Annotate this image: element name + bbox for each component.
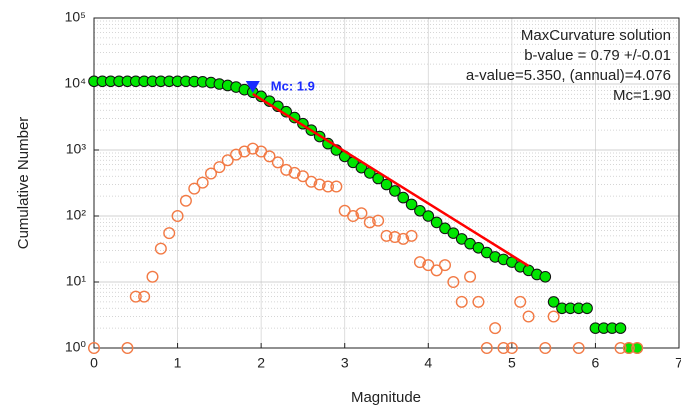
data-point	[338, 204, 351, 217]
data-point	[271, 156, 284, 169]
x-tick-label: 0	[90, 355, 98, 371]
x-tick-label: 1	[174, 355, 182, 371]
y-axis-label: Cumulative Number	[15, 117, 32, 250]
data-point	[464, 270, 477, 283]
y-tick-label: 10⁵	[65, 9, 86, 25]
data-point	[221, 154, 234, 167]
data-point	[121, 342, 134, 355]
data-point	[372, 214, 385, 227]
y-tick-label: 10⁴	[64, 75, 86, 91]
data-point	[539, 270, 552, 283]
data-point	[288, 166, 301, 179]
data-point	[572, 342, 585, 355]
data-point	[238, 145, 251, 158]
data-point	[188, 182, 201, 195]
x-tick-label: 4	[424, 355, 432, 371]
x-tick-label: 6	[592, 355, 600, 371]
data-point	[413, 256, 426, 269]
data-point	[414, 204, 426, 217]
data-point	[405, 198, 418, 211]
data-point	[87, 342, 100, 355]
x-tick-label: 3	[341, 355, 349, 371]
data-point	[397, 191, 410, 204]
data-point	[422, 259, 435, 272]
data-point	[547, 296, 560, 308]
y-tick-label: 10³	[66, 141, 87, 157]
data-point	[322, 180, 335, 193]
data-point	[388, 231, 401, 244]
data-point	[280, 163, 293, 176]
data-point	[447, 276, 460, 289]
x-tick-label: 2	[257, 355, 265, 371]
x-tick-label: 5	[508, 355, 516, 371]
data-point	[581, 302, 593, 315]
data-point	[447, 227, 460, 239]
data-point	[363, 216, 376, 229]
data-point	[330, 180, 343, 193]
annotation: MaxCurvature solution	[521, 27, 671, 44]
data-point	[430, 264, 443, 277]
data-point	[246, 142, 259, 155]
x-axis-label: Magnitude	[351, 389, 421, 406]
mc-label: Mc: 1.9	[271, 78, 315, 93]
data-point	[196, 176, 209, 189]
y-tick-label: 10⁰	[65, 339, 87, 355]
data-point	[380, 229, 393, 242]
data-point	[497, 342, 510, 355]
data-point	[489, 322, 502, 335]
data-point	[138, 290, 151, 303]
data-point	[430, 216, 443, 229]
data-point	[505, 342, 518, 355]
data-point	[347, 209, 360, 222]
data-point	[230, 148, 243, 161]
data-point	[163, 227, 176, 240]
data-point	[522, 310, 535, 323]
data-point	[614, 322, 627, 334]
y-tick-label: 10¹	[66, 273, 87, 289]
data-point	[355, 207, 368, 220]
data-point	[514, 295, 527, 308]
fit-line	[252, 92, 530, 268]
data-point	[389, 185, 401, 197]
annotation: a-value=5.350, (annual)=4.076	[466, 67, 671, 84]
data-point	[422, 210, 435, 222]
data-point	[296, 170, 309, 183]
data-point	[154, 242, 167, 255]
x-tick-label: 7	[675, 355, 681, 371]
data-point	[213, 161, 226, 174]
data-point	[631, 342, 644, 355]
annotation: Mc=1.90	[613, 87, 671, 104]
data-point	[614, 342, 627, 355]
data-point	[171, 209, 184, 222]
data-point	[313, 178, 326, 191]
data-point	[129, 290, 142, 303]
data-point	[455, 295, 468, 308]
data-point	[405, 229, 418, 242]
data-point	[622, 342, 635, 355]
data-point	[547, 310, 560, 323]
data-point	[305, 175, 318, 188]
data-point	[472, 295, 485, 308]
data-point	[380, 178, 393, 191]
data-point	[539, 342, 552, 355]
annotation: b-value = 0.79 +/-0.01	[524, 47, 671, 64]
data-point	[480, 342, 493, 355]
data-point	[439, 259, 452, 272]
data-point	[204, 167, 217, 180]
y-tick-label: 10²	[66, 207, 87, 223]
data-point	[146, 270, 159, 283]
data-point	[179, 194, 192, 207]
plot-frame	[93, 17, 680, 349]
data-point	[397, 232, 410, 245]
data-point	[263, 150, 276, 163]
mc-marker	[245, 81, 260, 94]
